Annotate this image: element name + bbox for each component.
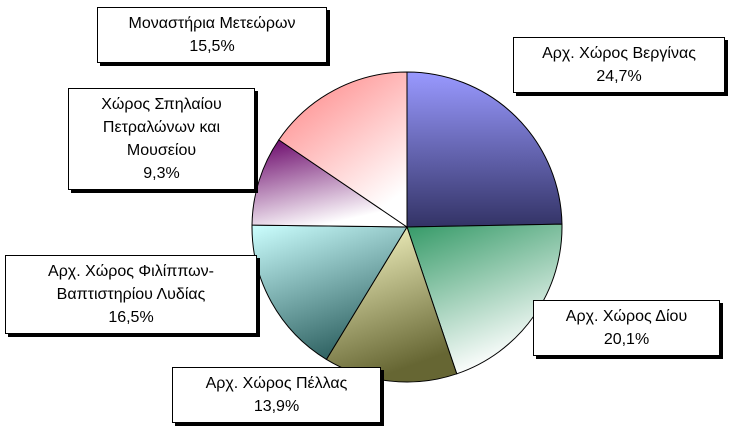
pie-slice <box>251 224 408 361</box>
slice-label: Χώρος Σπηλαίου Πετραλώνων και Μουσείου 9,… <box>68 88 255 190</box>
value-label: 20,1% <box>603 331 650 348</box>
value-label: 9,3% <box>143 165 180 182</box>
category-name: Αρχ. Χώρος Φιλίππων-Βαπτιστηρίου Λυδίας <box>48 263 214 303</box>
slice-label: Αρχ. Χώρος Βεργίνας 24,7% <box>513 37 725 93</box>
pie-slice <box>325 225 458 383</box>
slice-label: Αρχ. Χώρος Δίου 20,1% <box>533 300 720 356</box>
pie-slice <box>251 139 409 228</box>
value-label: 16,5% <box>108 309 154 326</box>
category-name: Αρχ. Χώρος Δίου <box>565 308 688 325</box>
category-name: Αρχ. Χώρος Πέλλας <box>205 375 348 392</box>
value-label: 13,9% <box>253 398 300 415</box>
category-name: Χώρος Σπηλαίου Πετραλώνων και Μουσείου <box>101 96 222 159</box>
slice-label: Μοναστήρια Μετεώρων 15,5% <box>97 7 327 63</box>
slice-label: Αρχ. Χώρος Πέλλας 13,9% <box>172 367 381 423</box>
pie-slice <box>406 71 563 228</box>
value-label: 24,7% <box>596 68 642 85</box>
slice-label: Αρχ. Χώρος Φιλίππων-Βαπτιστηρίου Λυδίας 1… <box>5 255 257 334</box>
category-name: Μοναστήρια Μετεώρων <box>128 15 296 32</box>
value-label: 15,5% <box>189 38 235 55</box>
pie-slice <box>278 71 408 228</box>
category-name: Αρχ. Χώρος Βεργίνας <box>542 45 696 62</box>
